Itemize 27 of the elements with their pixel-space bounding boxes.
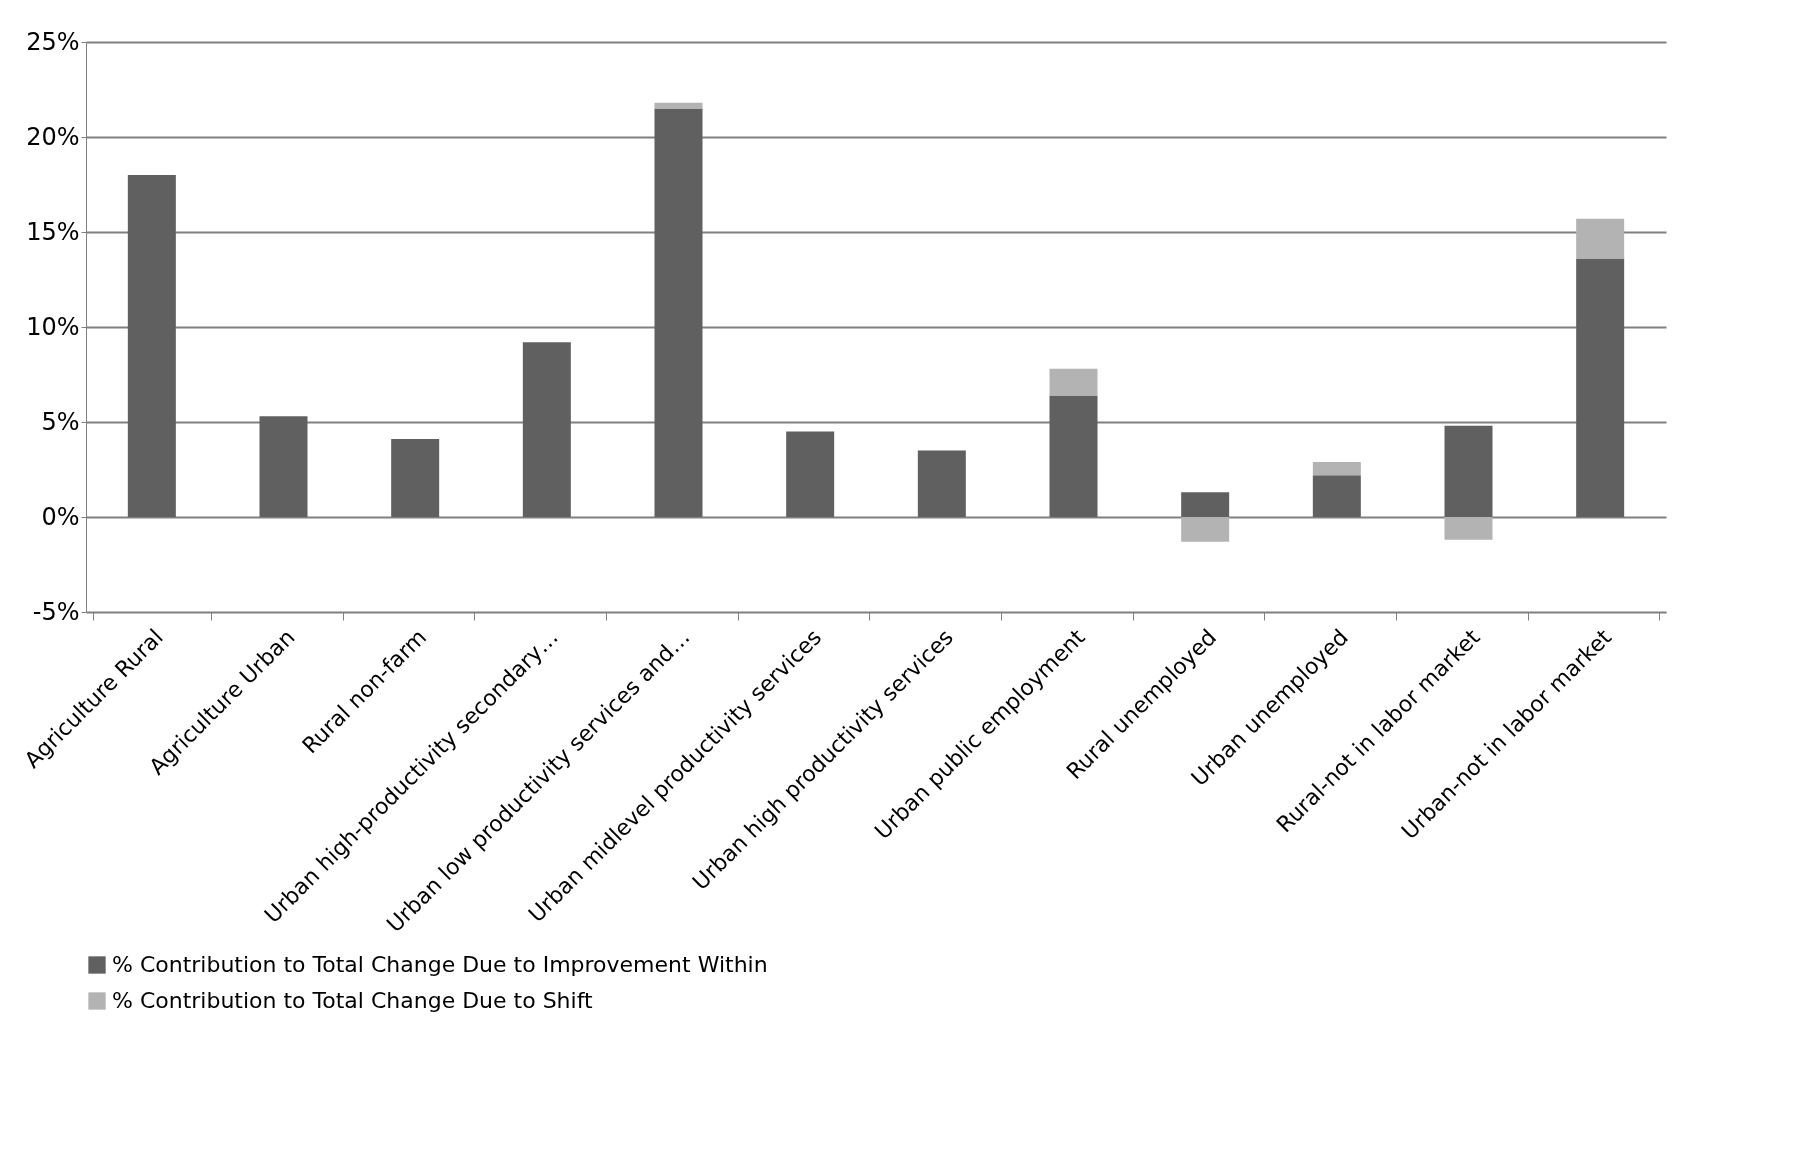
bar xyxy=(1576,258,1625,517)
bar xyxy=(522,342,571,517)
bar xyxy=(786,431,835,517)
y-tick-label: -5% xyxy=(32,597,80,626)
bar xyxy=(917,450,966,517)
bar xyxy=(1444,425,1493,517)
bar xyxy=(391,439,440,517)
bar xyxy=(259,416,308,517)
y-tick-label: 25% xyxy=(26,27,80,56)
bar xyxy=(1181,517,1230,542)
y-tick-label: 15% xyxy=(26,217,80,246)
bar xyxy=(1312,461,1361,476)
y-tick-label: 20% xyxy=(26,122,80,151)
bar xyxy=(127,175,176,517)
bar xyxy=(1049,395,1098,517)
bar xyxy=(654,108,703,517)
bar xyxy=(1444,517,1493,540)
bar xyxy=(654,102,703,109)
y-tick-label: 10% xyxy=(26,312,80,341)
y-tick-label: 0% xyxy=(41,502,80,531)
bar xyxy=(1049,368,1098,396)
y-tick-label: 5% xyxy=(41,407,80,436)
legend-label: % Contribution to Total Change Due to Improvement Within xyxy=(112,952,768,977)
bar xyxy=(1576,218,1625,259)
bar xyxy=(1181,492,1230,517)
legend-label: % Contribution to Total Change Due to Shift xyxy=(112,988,594,1013)
bar xyxy=(1312,475,1361,517)
